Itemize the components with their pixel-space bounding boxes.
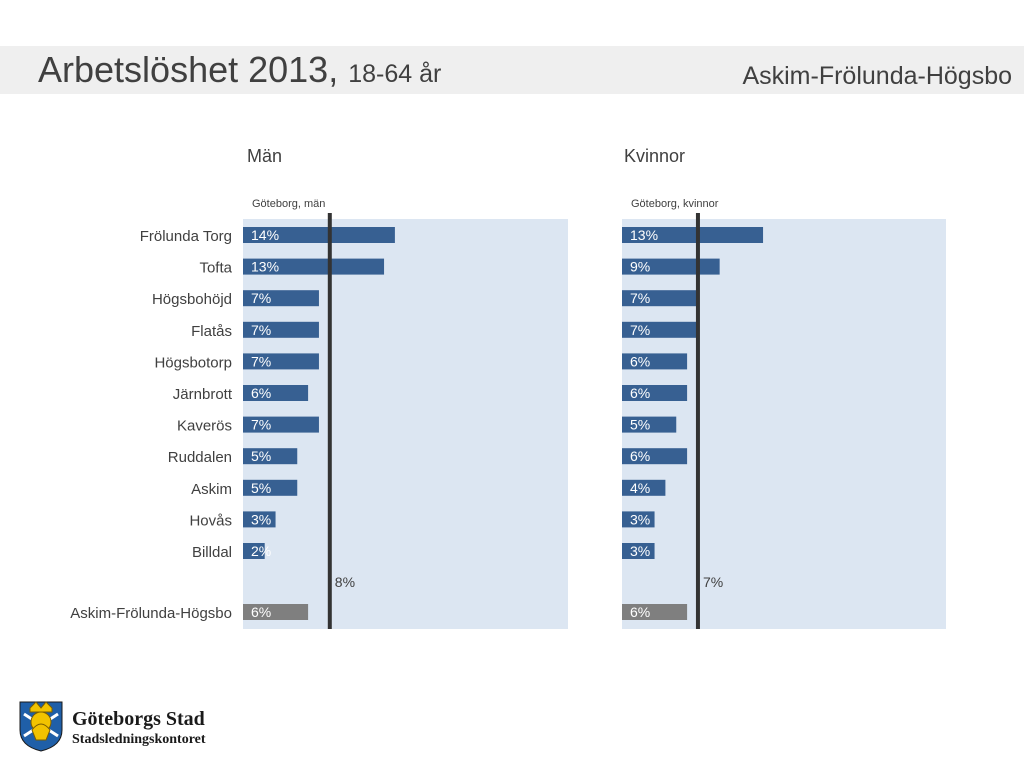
bar	[243, 448, 298, 465]
bar	[243, 543, 265, 559]
bar-value-label: 7%	[251, 353, 271, 369]
title-subtitle: 18-64 år	[348, 60, 442, 88]
bar-value-label: 6%	[630, 353, 650, 369]
bar	[243, 511, 276, 528]
bar-value-label: 5%	[630, 417, 650, 433]
reference-value-label: 7%	[703, 574, 723, 590]
bar	[243, 416, 319, 433]
bar-value-label: 6%	[251, 385, 271, 401]
bar-value-label: 7%	[630, 322, 650, 338]
category-label: Högsbotorp	[154, 354, 232, 371]
bar-value-label: 7%	[251, 417, 271, 433]
category-label: Kaverös	[177, 418, 232, 435]
title-main: Arbetslöshet 2013,	[38, 49, 339, 90]
reference-label: Göteborg, män	[252, 198, 325, 210]
header-bar	[0, 46, 1024, 94]
bar	[622, 511, 655, 528]
bar	[622, 543, 655, 559]
panel-title: Kvinnor	[624, 146, 685, 166]
category-label: Billdal	[192, 544, 232, 561]
logo-name: Göteborgs Stad	[72, 708, 205, 730]
bar-value-label: 13%	[251, 259, 279, 275]
region-title: Askim-Frölunda-Högsbo	[742, 62, 1012, 90]
bar	[622, 321, 698, 338]
category-label: Järnbrott	[173, 386, 233, 403]
bar-value-label: 7%	[251, 290, 271, 306]
reference-value-label: 8%	[335, 574, 355, 590]
bar	[243, 353, 319, 370]
page-title: Arbetslöshet 2013, 18-64 år	[38, 50, 441, 94]
bar-value-label: 3%	[630, 511, 650, 527]
category-label: Ruddalen	[168, 449, 232, 466]
total-bar	[243, 604, 309, 620]
bar	[243, 385, 309, 401]
bar	[622, 448, 688, 465]
bar	[243, 321, 319, 338]
bar-value-label: 3%	[630, 543, 650, 559]
bar-value-label: 14%	[251, 227, 279, 243]
category-label: Frölunda Torg	[140, 228, 232, 245]
total-bar	[622, 604, 688, 620]
total-value-label: 6%	[251, 604, 271, 620]
bar	[622, 479, 666, 496]
category-label: Högsbohöjd	[152, 291, 232, 308]
bar-value-label: 6%	[630, 385, 650, 401]
bar-value-label: 6%	[630, 448, 650, 464]
bar-value-label: 4%	[630, 480, 650, 496]
bar-value-label: 7%	[251, 322, 271, 338]
bar-value-label: 13%	[630, 227, 658, 243]
bar-value-label: 5%	[251, 448, 271, 464]
bar-value-label: 2%	[251, 543, 271, 559]
panel-title: Män	[247, 146, 282, 166]
bar	[622, 353, 688, 370]
logo-department: Stadsledningskontoret	[72, 732, 206, 747]
bar	[243, 258, 385, 275]
category-label: Flatås	[191, 323, 232, 340]
bar	[622, 258, 720, 275]
bar-value-label: 3%	[251, 511, 271, 527]
bar	[243, 479, 298, 496]
bar	[243, 227, 395, 243]
total-value-label: 6%	[630, 604, 650, 620]
bar	[622, 290, 698, 307]
bar-value-label: 9%	[630, 259, 650, 275]
bar-value-label: 5%	[251, 480, 271, 496]
bar	[622, 385, 688, 401]
bar-value-label: 7%	[630, 290, 650, 306]
category-label: Hovås	[189, 512, 232, 529]
category-label: Tofta	[199, 260, 232, 277]
bar	[622, 416, 677, 433]
goteborg-crest-icon	[19, 701, 63, 752]
reference-label: Göteborg, kvinnor	[631, 198, 719, 210]
bar	[622, 227, 764, 243]
total-category-label: Askim-Frölunda-Högsbo	[70, 605, 232, 622]
bar	[243, 290, 319, 307]
category-label: Askim	[191, 481, 232, 498]
